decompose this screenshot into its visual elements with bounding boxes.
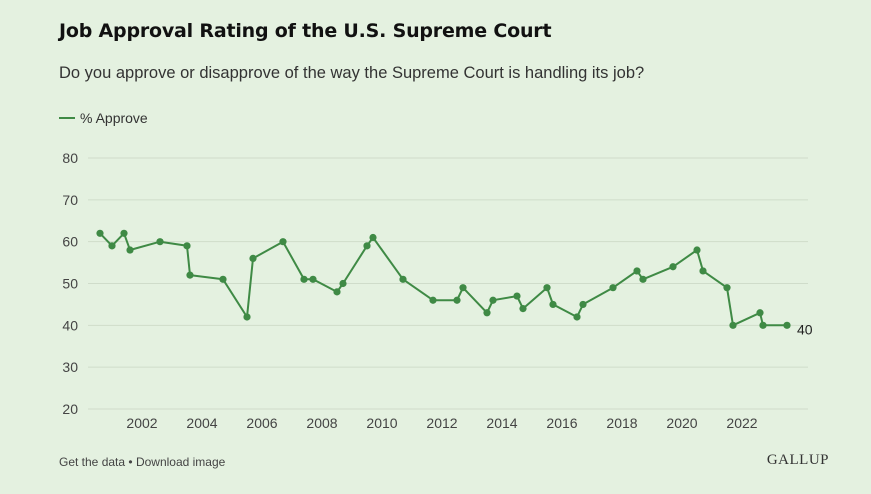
x-tick-label: 2014: [486, 415, 517, 431]
y-tick-label: 80: [62, 150, 78, 166]
data-point[interactable]: [279, 238, 287, 246]
y-tick-label: 60: [62, 234, 78, 250]
data-point[interactable]: [609, 284, 617, 292]
y-tick-label: 20: [62, 401, 78, 417]
data-point[interactable]: [333, 288, 341, 296]
data-point[interactable]: [126, 246, 134, 254]
chart-subtitle: Do you approve or disapprove of the way …: [59, 64, 645, 82]
data-point[interactable]: [453, 296, 461, 304]
data-point[interactable]: [219, 275, 227, 283]
data-point[interactable]: [756, 309, 764, 317]
data-point[interactable]: [699, 267, 707, 275]
y-tick-label: 50: [62, 276, 78, 292]
data-point[interactable]: [519, 305, 527, 313]
end-label-group: 40: [797, 321, 813, 337]
x-tick-label: 2010: [366, 415, 397, 431]
data-point[interactable]: [579, 300, 587, 309]
y-tick-label: 30: [62, 359, 78, 375]
data-point[interactable]: [429, 296, 437, 304]
data-point[interactable]: [693, 246, 701, 254]
data-point[interactable]: [108, 242, 116, 250]
x-tick-label: 2022: [726, 415, 757, 431]
x-tick-label: 2008: [306, 415, 337, 431]
data-point[interactable]: [483, 309, 491, 317]
data-point[interactable]: [459, 284, 467, 292]
data-point[interactable]: [300, 275, 308, 283]
legend-swatch: [59, 117, 75, 119]
legend: % Approve: [59, 110, 148, 126]
data-point[interactable]: [369, 233, 377, 242]
download-image-link[interactable]: Download image: [135, 455, 226, 469]
y-tick-label: 70: [62, 192, 78, 208]
data-point[interactable]: [186, 271, 194, 279]
data-point[interactable]: [120, 229, 128, 237]
gridlines: [88, 157, 808, 410]
x-tick-label: 2018: [606, 415, 637, 431]
data-point[interactable]: [183, 242, 191, 250]
data-point[interactable]: [249, 254, 257, 262]
data-point[interactable]: [339, 279, 347, 288]
data-point[interactable]: [723, 284, 731, 292]
data-point[interactable]: [363, 242, 371, 250]
y-tick-label: 40: [62, 317, 78, 333]
data-point[interactable]: [639, 275, 647, 283]
x-axis-ticks: 2002 2004 2006 2008 2010 2012 2014 2016 2018 2020…: [126, 415, 757, 431]
data-point[interactable]: [96, 229, 104, 237]
data-point[interactable]: [549, 300, 557, 309]
chart-title: Job Approval Rating of the U.S. Supreme …: [59, 20, 552, 42]
gallup-logo: GALLUP: [766, 452, 829, 468]
data-point[interactable]: [399, 275, 407, 283]
data-point[interactable]: [573, 313, 581, 321]
data-point[interactable]: [309, 275, 317, 283]
x-tick-label: 2016: [546, 415, 577, 431]
data-point[interactable]: [156, 238, 164, 246]
x-tick-label: 2020: [666, 415, 697, 431]
data-point[interactable]: [489, 296, 497, 304]
end-value-label: 40: [797, 321, 813, 337]
series-line: [99, 232, 787, 327]
data-point[interactable]: [543, 284, 551, 292]
x-tick-label: 2002: [126, 415, 157, 431]
data-point[interactable]: [243, 313, 251, 321]
data-point[interactable]: [513, 292, 521, 300]
get-data-link[interactable]: Get the data: [59, 455, 126, 469]
data-point[interactable]: [783, 321, 791, 329]
series-approve: [96, 229, 791, 329]
x-tick-label: 2012: [426, 415, 457, 431]
footer: Get the data • Download image: [59, 455, 225, 469]
data-point[interactable]: [759, 321, 767, 329]
x-tick-label: 2004: [186, 415, 217, 431]
data-point[interactable]: [729, 321, 737, 329]
footer-separator: •: [128, 455, 133, 469]
x-tick-label: 2006: [246, 415, 277, 431]
data-point[interactable]: [633, 267, 641, 275]
y-axis-ticks: 20 30 40 50 60 70 80: [62, 150, 78, 417]
data-point[interactable]: [669, 263, 677, 271]
legend-label: % Approve: [80, 110, 148, 126]
